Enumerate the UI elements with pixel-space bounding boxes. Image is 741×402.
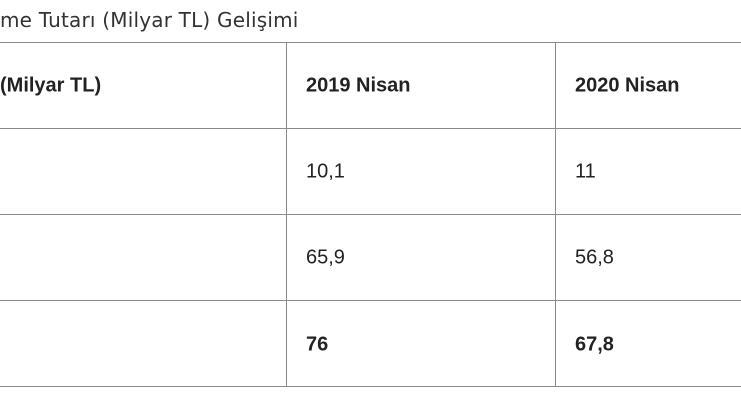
- header-cell: (Milyar TL): [0, 74, 102, 97]
- header-cell: 2019 Nisan: [306, 74, 411, 97]
- table-cell: 56,8: [575, 246, 614, 269]
- row-border: [0, 42, 741, 43]
- row-border: [0, 128, 741, 129]
- header-cell: 2020 Nisan: [575, 74, 680, 97]
- row-border: [0, 214, 741, 215]
- column-border: [286, 42, 287, 386]
- table-cell: 67,8: [575, 333, 614, 356]
- column-border: [555, 42, 556, 386]
- table-caption: me Tutarı (Milyar TL) Gelişimi: [0, 8, 299, 32]
- table-cell: 65,9: [306, 246, 345, 269]
- table-cell: 76: [306, 333, 329, 356]
- row-border: [0, 386, 741, 387]
- table-cell: 11: [575, 160, 596, 183]
- table-cell: 10,1: [306, 160, 345, 183]
- row-border: [0, 300, 741, 301]
